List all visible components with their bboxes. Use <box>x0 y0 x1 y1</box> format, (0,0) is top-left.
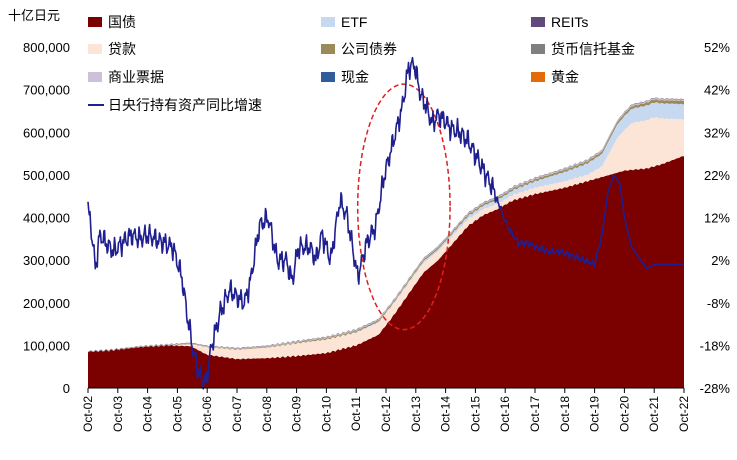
legend-label: 货币信托基金 <box>551 41 635 57</box>
y2-tick-label: 32% <box>704 125 730 140</box>
legend-label: ETF <box>341 14 367 30</box>
y2-tick-label: 42% <box>704 83 730 98</box>
y2-tick-label: -8% <box>707 296 731 311</box>
x-tick-label: Oct-21 <box>647 396 661 432</box>
y2-tick-label: -28% <box>700 381 731 396</box>
legend-label: 黄金 <box>551 69 579 85</box>
x-tick-label: Oct-07 <box>230 396 244 432</box>
x-tick-label: Oct-18 <box>558 396 572 432</box>
x-tick-label: Oct-11 <box>349 396 363 431</box>
legend-label: REITs <box>551 14 588 30</box>
legend-label: 商业票据 <box>108 69 164 85</box>
x-tick-label: Oct-05 <box>170 396 184 432</box>
area-贷款 <box>88 117 684 360</box>
x-tick-label: Oct-03 <box>111 396 125 432</box>
area-ETF <box>88 102 684 353</box>
y-axis-title: 十亿日元 <box>8 8 60 23</box>
y-tick-label: 800,000 <box>23 40 70 55</box>
y-tick-label: 700,000 <box>23 83 70 98</box>
legend-swatch <box>531 44 545 54</box>
x-tick-label: Oct-04 <box>141 396 155 432</box>
legend-swatch <box>88 44 102 54</box>
legend-swatch <box>321 17 335 27</box>
y2-tick-label: 2% <box>711 253 730 268</box>
y2-tick-label: 52% <box>704 40 730 55</box>
legend-swatch <box>531 17 545 27</box>
x-tick-label: Oct-08 <box>260 396 274 432</box>
highlight-ellipse <box>356 83 451 331</box>
legend-label: 日央行持有资产同比增速 <box>108 97 262 113</box>
x-tick-label: Oct-22 <box>677 396 691 432</box>
y2-tick-label: -18% <box>700 338 731 353</box>
x-tick-label: Oct-09 <box>290 396 304 432</box>
y-tick-label: 300,000 <box>23 253 70 268</box>
x-tick-label: Oct-14 <box>439 396 453 432</box>
y-tick-label: 500,000 <box>23 168 70 183</box>
x-tick-label: Oct-16 <box>498 396 512 432</box>
growth-line <box>87 56 685 390</box>
y2-tick-label: 12% <box>704 211 730 226</box>
y-tick-label: 200,000 <box>23 296 70 311</box>
x-tick-label: Oct-02 <box>81 396 95 432</box>
x-tick-label: Oct-12 <box>379 396 393 432</box>
axes-layer: 800,000 700,000 600,000 500,000 400,000 300,0… <box>23 40 730 432</box>
x-tick-label: Oct-13 <box>409 396 423 432</box>
annotation-layer <box>356 83 451 331</box>
x-tick-label: Oct-10 <box>319 396 333 432</box>
x-tick-label: Oct-17 <box>528 396 542 432</box>
x-tick-label: Oct-19 <box>588 396 602 432</box>
y-tick-label: 400,000 <box>23 211 70 226</box>
x-tick-label: Oct-15 <box>468 396 482 432</box>
y2-tick-label: 22% <box>704 168 730 183</box>
growth-line-layer <box>87 56 685 390</box>
stacked-areas <box>88 97 684 388</box>
area-国债 <box>88 156 684 388</box>
legend-swatch <box>88 17 102 27</box>
legend-swatch <box>531 72 545 82</box>
legend-label: 公司债券 <box>341 41 397 57</box>
legend-swatch <box>321 72 335 82</box>
legend-swatch <box>321 44 335 54</box>
x-tick-label: Oct-20 <box>617 396 631 432</box>
x-tick-label: Oct-06 <box>200 396 214 432</box>
legend-label: 贷款 <box>108 41 136 57</box>
y-tick-label: 100,000 <box>23 338 70 353</box>
legend-swatch <box>88 72 102 82</box>
legend-label: 国债 <box>108 14 136 30</box>
y-tick-label: 600,000 <box>23 125 70 140</box>
legend-label: 现金 <box>341 69 369 85</box>
y-tick-label: 0 <box>63 381 70 396</box>
